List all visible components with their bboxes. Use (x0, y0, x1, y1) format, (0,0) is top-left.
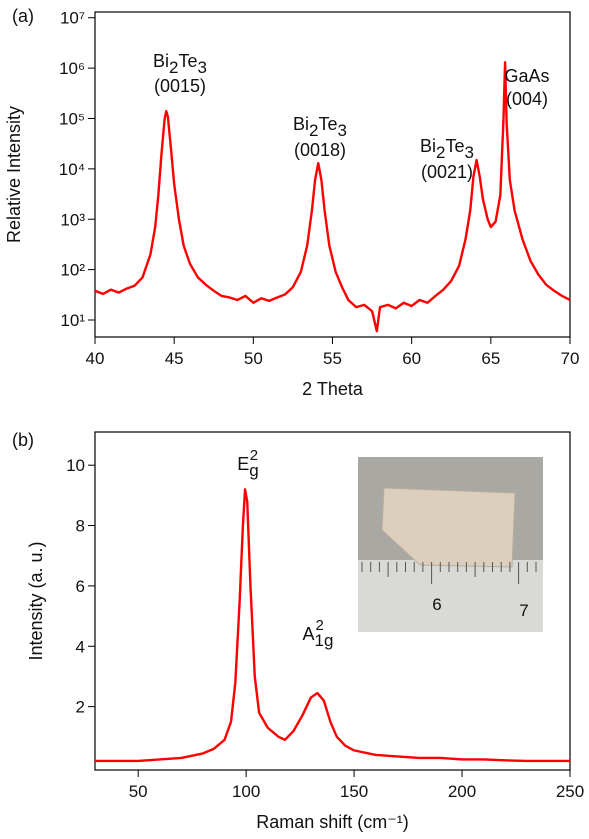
annotation-part: GaAs (504, 66, 549, 86)
y-tick-label: 6 (76, 577, 85, 596)
x-tick-label: 55 (323, 349, 342, 368)
y-tick-label: 10³ (60, 210, 85, 229)
x-tick-label: 50 (244, 349, 263, 368)
y-tick-label: 4 (76, 637, 85, 656)
annotation-part: 3 (338, 121, 347, 140)
x-tick-label: 100 (232, 782, 260, 801)
ruler (358, 560, 543, 632)
y-tick-label: 10⁶ (59, 59, 85, 78)
y-tick-label: 10⁷ (60, 9, 85, 28)
x-axis-label: 2 Theta (302, 379, 364, 399)
annotation: Eg2 (237, 447, 258, 480)
x-tick-label: 70 (561, 349, 580, 368)
y-axis-label: Intensity (a. u.) (26, 541, 46, 660)
y-tick-label: 10 (66, 456, 85, 475)
data-line (95, 488, 570, 763)
annotation-part: E (237, 454, 249, 474)
annotation-part: Bi (420, 136, 436, 156)
y-tick-label: 10⁵ (59, 109, 85, 128)
annotation-part: 2 (436, 143, 445, 162)
annotation-part: (0015) (154, 76, 206, 96)
x-tick-label: 250 (556, 782, 584, 801)
ruler-label: 6 (432, 595, 441, 614)
annotation-part: 2 (250, 447, 258, 464)
annotation: GaAs (504, 66, 549, 86)
annotation-part: 1g (315, 631, 334, 650)
x-tick-label: 50 (129, 782, 148, 801)
annotation-part: 3 (198, 58, 207, 77)
y-tick-label: 10² (60, 261, 85, 280)
annotation: (0021) (421, 162, 473, 182)
x-tick-label: 200 (448, 782, 476, 801)
annotation-part: 3 (465, 143, 474, 162)
annotation-part: g (249, 461, 258, 480)
ruler-label: 7 (519, 601, 528, 620)
annotation: (0018) (294, 140, 346, 160)
x-axis-label: Raman shift (cm⁻¹) (256, 812, 409, 832)
annotation-part: Bi (293, 114, 309, 134)
y-axis-label: Relative Intensity (4, 106, 24, 243)
annotation-part: Te (319, 114, 338, 134)
x-tick-label: 45 (165, 349, 184, 368)
data-line (94, 61, 571, 333)
annotation-part: Te (179, 51, 198, 71)
y-tick-label: 10¹ (60, 311, 85, 330)
panel-label: (b) (12, 430, 34, 450)
y-tick-label: 2 (76, 698, 85, 717)
inset-photo (358, 457, 543, 632)
annotation: A1g2 (303, 617, 334, 650)
plot-frame (94, 431, 571, 771)
annotation-part: (004) (506, 89, 548, 109)
annotation-part: (0018) (294, 140, 346, 160)
x-tick-label: 40 (86, 349, 105, 368)
x-tick-label: 60 (402, 349, 421, 368)
annotation-part: Te (446, 136, 465, 156)
annotation: Bi2Te3 (293, 114, 347, 140)
annotation-part: (0021) (421, 162, 473, 182)
x-tick-label: 150 (340, 782, 368, 801)
x-tick-label: 65 (481, 349, 500, 368)
annotation-part: 2 (309, 121, 318, 140)
panel-label: (a) (12, 6, 34, 26)
annotation: (004) (506, 89, 548, 109)
annotation-part: 2 (169, 58, 178, 77)
y-tick-label: 8 (76, 517, 85, 536)
annotation: Bi2Te3 (420, 136, 474, 162)
annotation-part: A (303, 624, 315, 644)
y-tick-label: 10⁴ (59, 160, 85, 179)
annotation: Bi2Te3 (153, 51, 207, 77)
annotation-part: Bi (153, 51, 169, 71)
annotation: (0015) (154, 76, 206, 96)
annotation-part: 2 (315, 617, 323, 634)
